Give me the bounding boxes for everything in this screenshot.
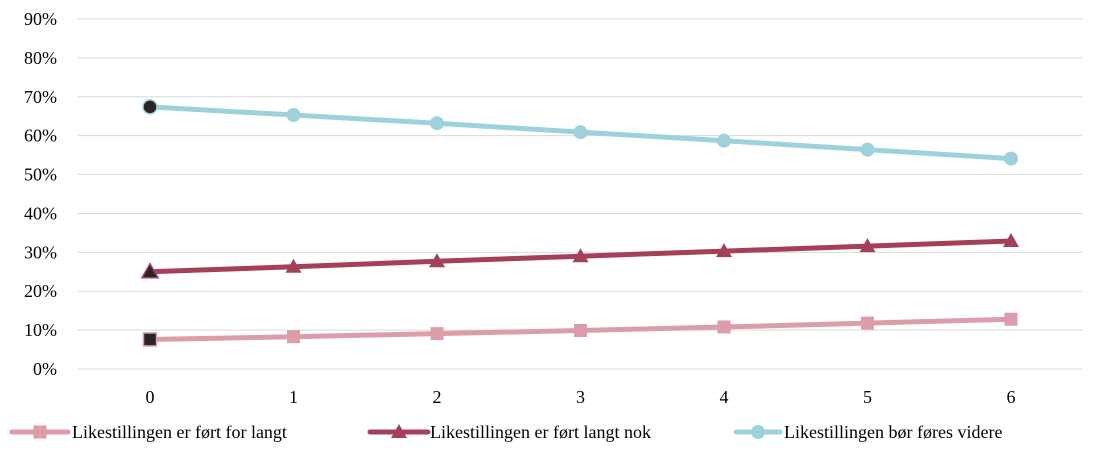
y-tick-label: 70% (24, 87, 57, 107)
x-tick-label: 0 (146, 387, 155, 407)
legend-label: Likestillingen er ført langt nok (430, 422, 651, 442)
x-tick-label: 3 (576, 387, 585, 407)
data-point (716, 243, 732, 258)
data-point (1003, 233, 1019, 248)
data-point (140, 262, 160, 279)
data-point (430, 327, 444, 341)
data-point (717, 133, 731, 148)
data-point (859, 238, 876, 253)
data-point (142, 332, 158, 347)
data-point (286, 108, 301, 123)
legend-marker (391, 424, 407, 438)
data-point (861, 316, 874, 330)
y-tick-label: 80% (24, 48, 57, 68)
legend-label: Likestillingen er ført for langt (72, 422, 287, 442)
y-tick-label: 10% (24, 320, 57, 340)
data-point (142, 99, 158, 115)
data-point (574, 324, 587, 337)
legend: Likestillingen er ført for langt Likestil… (9, 422, 1002, 442)
data-point (572, 248, 589, 263)
series-likestillingen-br-fres-videre (142, 99, 1018, 166)
y-tick-label: 90% (24, 9, 57, 29)
data-point (429, 253, 445, 268)
legend-marker (33, 425, 47, 439)
series-likestillingen-er-frt-langt-nok (140, 233, 1019, 279)
y-tick-label: 60% (24, 126, 57, 146)
x-tick-label: 6 (1007, 387, 1016, 407)
y-tick-label: 20% (24, 281, 57, 301)
data-point (717, 320, 731, 334)
y-tick-label: 0% (33, 359, 57, 379)
series-likestillingen-er-frt-for-langt (142, 312, 1018, 347)
data-point (287, 330, 300, 344)
x-tick-label: 4 (720, 387, 729, 407)
data-point (573, 125, 588, 140)
y-tick-label: 50% (24, 165, 57, 185)
legend-label: Likestillingen bør føres videre (784, 422, 1002, 442)
legend-item-likestillingen-er-frt-langt-nok: Likestillingen er ført langt nok (367, 422, 651, 442)
data-point (430, 116, 444, 131)
legend-item-likestillingen-er-frt-for-langt: Likestillingen er ført for langt (9, 422, 287, 442)
data-point (1004, 151, 1018, 166)
x-tick-label: 1 (289, 387, 298, 407)
x-tick-label: 2 (433, 387, 442, 407)
legend-item-likestillingen-br-fres-videre: Likestillingen bør føres videre (733, 422, 1002, 442)
x-axis-tick-labels: 0 1 2 3 4 5 6 (146, 387, 1016, 407)
data-point (1004, 312, 1018, 326)
grid (78, 18, 1082, 370)
x-tick-label: 5 (863, 387, 872, 407)
data-point (285, 258, 302, 273)
legend-marker (751, 425, 765, 439)
y-axis-tick-labels: 0% 10% 20% 30% 40% 50% 60% 70% 80% 90% (24, 9, 57, 379)
y-tick-label: 30% (24, 242, 57, 262)
y-tick-label: 40% (24, 203, 57, 223)
series (140, 99, 1019, 347)
data-point (860, 142, 875, 157)
